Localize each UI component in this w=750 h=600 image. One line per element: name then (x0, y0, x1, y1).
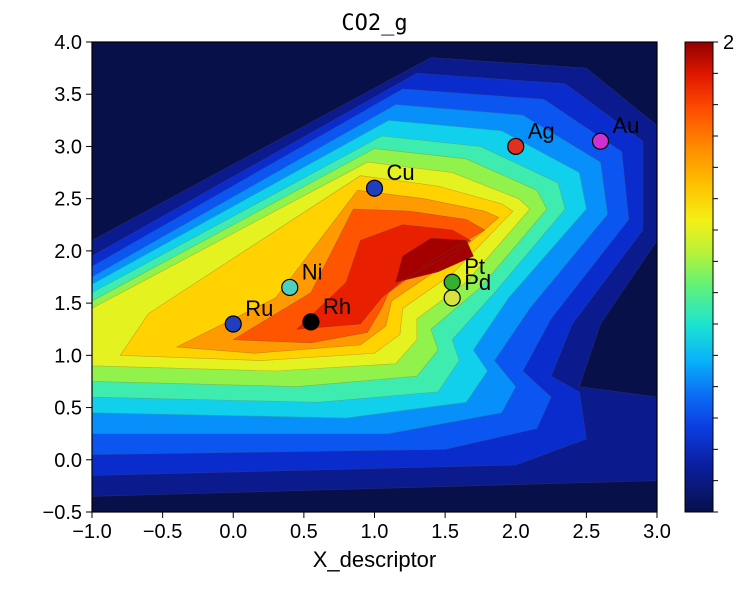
contour-chart: −1.0−0.50.00.51.01.52.02.53.0−0.50.00.51… (0, 0, 750, 600)
x-axis-label: X_descriptor (313, 547, 437, 572)
y-tick-label: 2.0 (54, 241, 82, 263)
y-tick-label: 2.5 (54, 189, 82, 211)
x-tick-label: −0.5 (143, 521, 182, 543)
y-tick-label: 1.0 (54, 345, 82, 367)
point-ni (282, 279, 298, 295)
x-tick-label: 1.0 (361, 521, 389, 543)
x-tick-label: 1.5 (431, 521, 459, 543)
chart-title: CO2_g (341, 11, 407, 36)
chart-svg: −1.0−0.50.00.51.01.52.02.53.0−0.50.00.51… (0, 0, 750, 600)
y-tick-label: 1.5 (54, 293, 82, 315)
y-tick-label: 0.0 (54, 450, 82, 472)
x-tick-label: 0.5 (290, 521, 318, 543)
contour-bands (92, 42, 657, 512)
point-label-cu: Cu (387, 160, 415, 185)
y-tick-label: −0.5 (43, 502, 82, 524)
point-pd (444, 290, 460, 306)
point-label-au: Au (613, 113, 640, 138)
x-tick-label: −1.0 (72, 521, 111, 543)
point-ru (225, 316, 241, 332)
point-label-ru: Ru (245, 296, 273, 321)
y-tick-label: 3.0 (54, 136, 82, 158)
x-tick-label: 0.0 (219, 521, 247, 543)
y-tick-label: 3.5 (54, 84, 82, 106)
colorbar (685, 42, 713, 512)
y-tick-label: 4.0 (54, 32, 82, 54)
x-tick-label: 2.5 (572, 521, 600, 543)
x-tick-label: 2.0 (502, 521, 530, 543)
point-ag (508, 138, 524, 154)
point-cu (367, 180, 383, 196)
y-tick-label: 0.5 (54, 398, 82, 420)
colorbar-tick-label: 2 (723, 32, 734, 54)
point-label-ni: Ni (302, 259, 323, 284)
point-pt (444, 274, 460, 290)
point-label-pt: Pt (464, 254, 485, 279)
point-label-ag: Ag (528, 118, 555, 143)
point-au (593, 133, 609, 149)
point-label-rh: Rh (323, 294, 351, 319)
point-rh (303, 314, 319, 330)
x-tick-label: 3.0 (643, 521, 671, 543)
